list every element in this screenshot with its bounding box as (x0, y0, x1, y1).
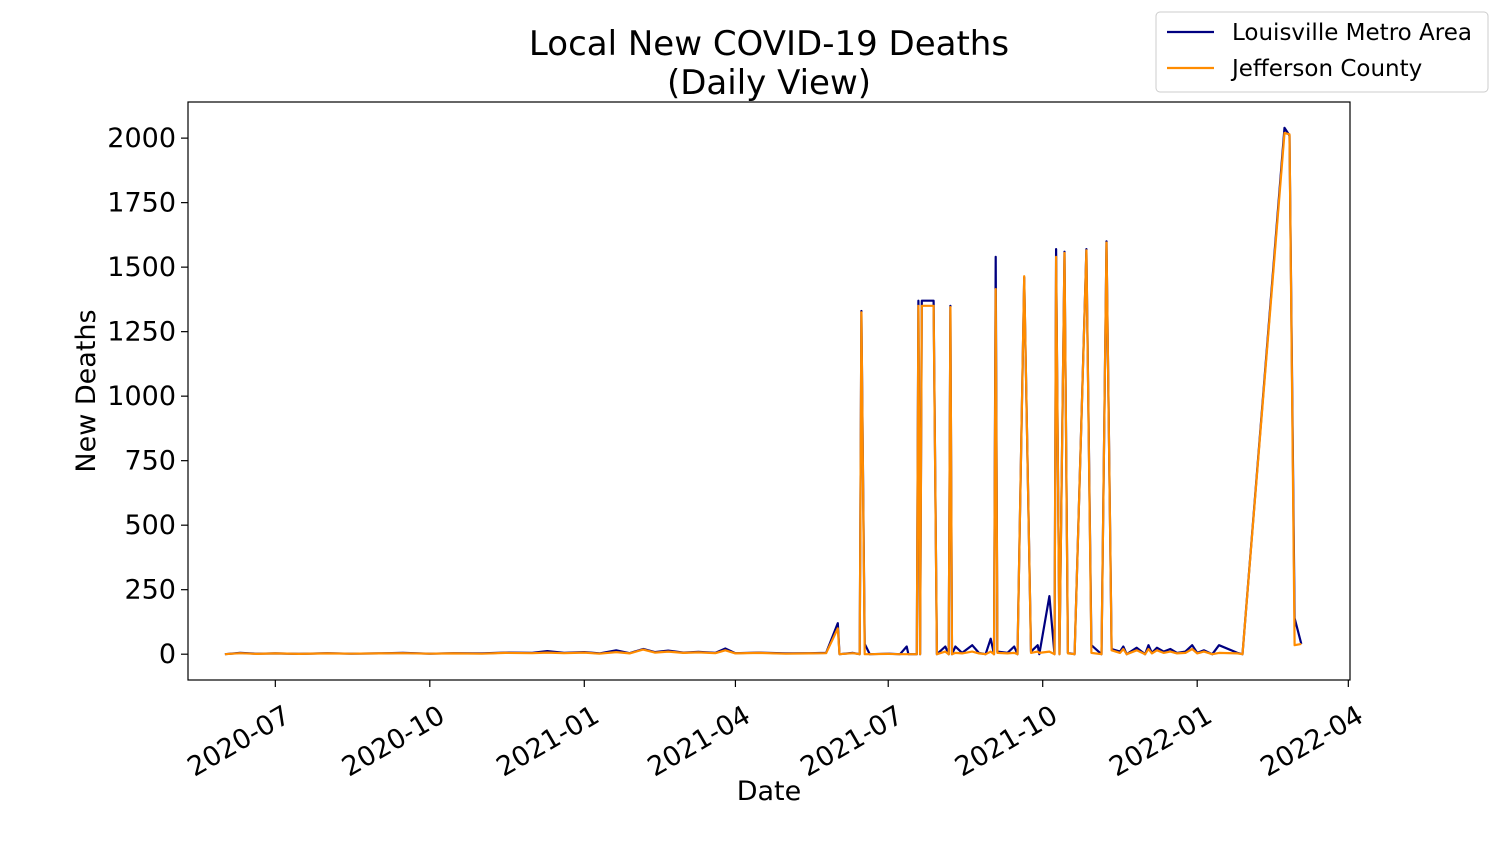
x-tick-label: 2021-10 (950, 700, 1063, 783)
y-axis-ticks: 0 250 500 750 1000 1250 1500 1750 2000 (107, 123, 188, 670)
y-tick-label: 2000 (107, 123, 176, 154)
y-axis-label: New Deaths (71, 309, 102, 472)
series-line-louisville (224, 126, 1303, 656)
y-tick-label: 0 (159, 639, 176, 670)
x-tick-label: 2022-04 (1255, 700, 1368, 783)
legend-label-louisville: Louisville Metro Area (1232, 20, 1472, 46)
x-tick-label: 2020-07 (182, 700, 295, 783)
y-tick-label: 1250 (107, 317, 176, 348)
x-tick-label: 2021-01 (491, 700, 604, 783)
x-axis-ticks: 2020-07 2020-10 2021-01 2021-04 2021-07 2021-… (182, 680, 1369, 783)
y-tick-label: 500 (124, 510, 176, 541)
legend-box (1155, 11, 1489, 93)
plot-frame (187, 101, 1351, 681)
y-tick-label: 1750 (107, 188, 176, 219)
legend: Louisville Metro Area Jefferson County (1155, 11, 1489, 93)
x-tick-label: 2021-04 (643, 700, 756, 783)
x-tick-label: 2022-01 (1104, 700, 1217, 783)
y-tick-label: 250 (124, 575, 176, 606)
x-tick-label: 2020-10 (337, 700, 450, 783)
series-line-jefferson (224, 131, 1302, 656)
chart-subtitle: (Daily View) (667, 63, 871, 103)
y-tick-label: 750 (124, 446, 176, 477)
x-axis-label: Date (737, 776, 802, 807)
chart-title: Local New COVID-19 Deaths (529, 24, 1009, 64)
legend-label-jefferson: Jefferson County (1230, 56, 1422, 82)
x-tick-label: 2021-07 (795, 700, 908, 783)
y-tick-label: 1000 (107, 381, 176, 412)
series-lines (224, 126, 1303, 656)
y-tick-label: 1500 (107, 252, 176, 283)
